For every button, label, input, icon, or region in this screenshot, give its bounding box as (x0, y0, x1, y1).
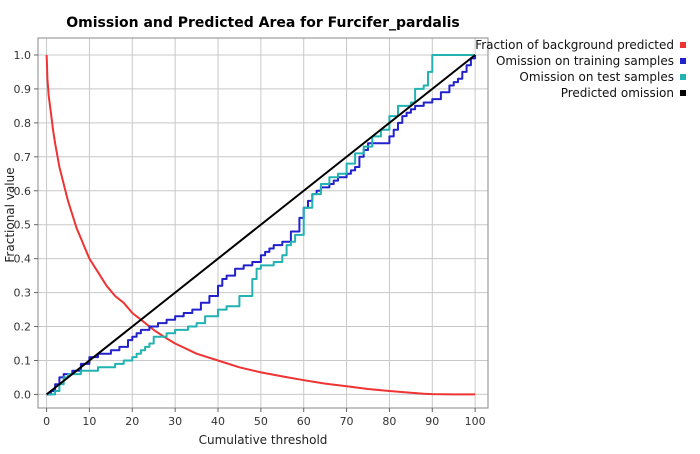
y-tick-label: 0.2 (14, 321, 32, 334)
y-tick-label: 0.4 (14, 253, 32, 266)
legend-label: Predicted omission (561, 86, 674, 100)
legend-label: Fraction of background predicted (475, 38, 674, 52)
y-tick-label: 0.9 (14, 83, 32, 96)
plot-area-frame (37, 37, 489, 409)
x-tick-label: 50 (254, 415, 268, 428)
legend-swatch (680, 90, 686, 96)
y-tick-label: 0.7 (14, 151, 32, 164)
test-omission-line (46, 54, 476, 396)
y-tick-label: 0.0 (14, 388, 32, 401)
x-tick-label: 80 (382, 415, 396, 428)
y-tick-label: 0.8 (14, 117, 32, 130)
x-tick-label: 60 (297, 415, 311, 428)
axes: 0 10 20 30 40 50 60 70 80 90 100 0.0 0.1 0.2 0.3 0.4 0.5… (14, 49, 486, 428)
series-lines (45, 54, 477, 396)
legend-label: Omission on training samples (496, 54, 674, 68)
legend-label: Omission on test samples (519, 70, 674, 84)
y-axis-title: Fractional value (3, 167, 17, 262)
chart-title: Omission and Predicted Area for Furcifer… (66, 15, 460, 31)
x-tick-label: 40 (211, 415, 225, 428)
y-tick-label: 0.6 (14, 185, 32, 198)
x-tick-label: 10 (82, 415, 96, 428)
predicted-omission-line (45, 54, 476, 396)
x-tick-label: 100 (465, 415, 486, 428)
y-tick-label: 0.3 (14, 287, 32, 300)
legend-swatch (680, 42, 686, 48)
y-tick-label: 0.1 (14, 354, 32, 367)
x-axis-title: Cumulative threshold (199, 433, 328, 447)
legend: Fraction of background predicted Omission… (475, 38, 686, 100)
grid (38, 38, 488, 408)
legend-swatch (680, 58, 686, 64)
y-tick-label: 0.5 (14, 219, 32, 232)
legend-swatch (680, 74, 686, 80)
x-tick-label: 20 (125, 415, 139, 428)
x-tick-label: 90 (425, 415, 439, 428)
training-omission-line (46, 55, 477, 396)
x-tick-label: 0 (43, 415, 50, 428)
y-tick-label: 1.0 (14, 49, 32, 62)
x-tick-label: 70 (340, 415, 354, 428)
x-tick-label: 30 (168, 415, 182, 428)
background-fraction-line (45, 54, 476, 396)
